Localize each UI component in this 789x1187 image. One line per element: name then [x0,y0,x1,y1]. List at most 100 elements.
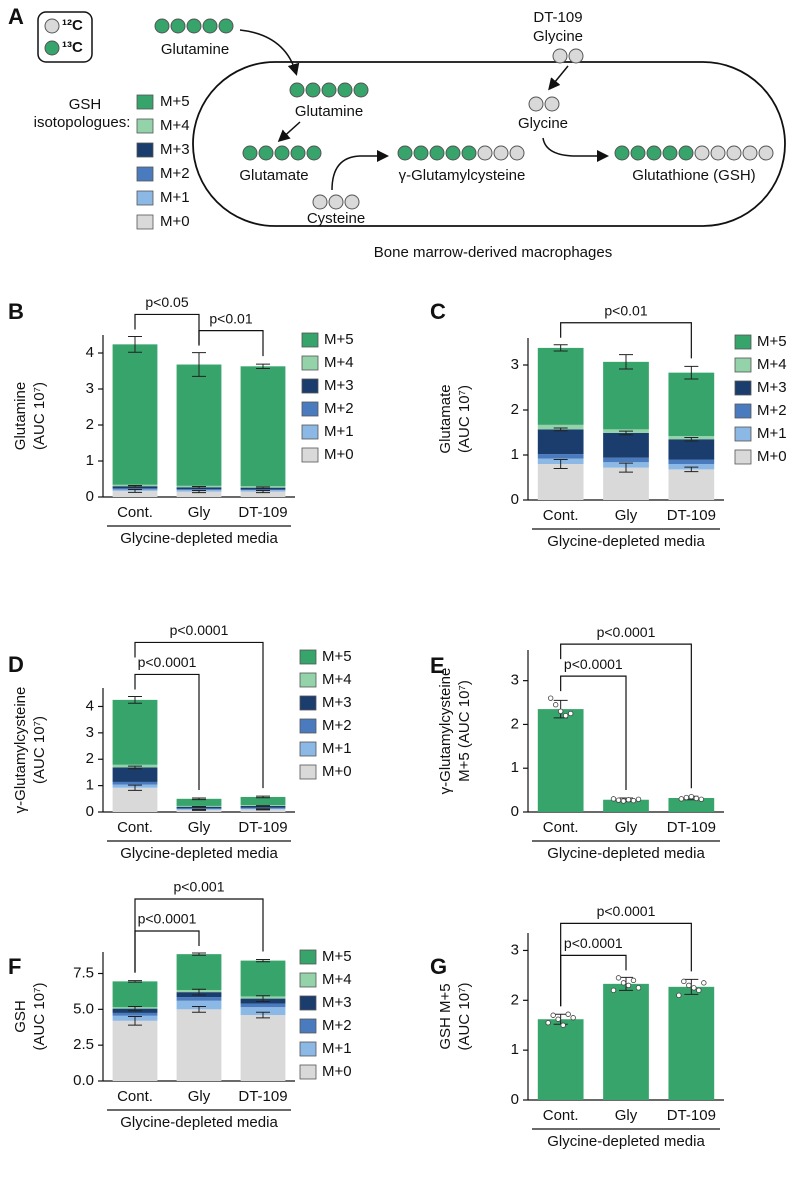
data-point [630,977,637,984]
data-point [547,695,554,701]
y-tick-label: 0 [511,491,519,508]
bar-segment [176,806,222,809]
y-axis-label: γ-Glutamylcysteine [437,668,454,795]
y-axis-label: GSH [12,1000,29,1033]
legend-label: M+2 [757,402,787,419]
x-axis-label: Glycine-depleted media [547,1133,705,1150]
bar-segment [112,488,158,490]
legend-label: M+5 [324,331,354,348]
bar-segment [112,781,158,785]
carbon-legend-label: ¹²C [62,17,83,34]
y-axis-label: (AUC 10⁷) [31,382,48,450]
bar-segment [240,960,286,997]
carbon-legend-label: ¹³C [62,39,83,56]
y-axis-label: (AUC 10⁷) [31,983,48,1051]
data-point [567,710,574,717]
error-bar [256,958,270,963]
data-point [620,798,627,804]
y-axis-label: (AUC 10⁷) [31,716,48,784]
data-point [696,987,702,994]
carbon-atom [186,18,202,34]
x-tick-label: Cont. [117,504,153,521]
bar-segment [176,809,222,812]
data-point [625,797,632,803]
legend-label: M+4 [757,356,787,373]
significance-bracket [134,898,264,973]
legend-swatch [299,995,317,1011]
bar [603,799,649,812]
bar-segment [240,1003,286,1008]
bar-segment [176,798,222,806]
carbon-atom [429,145,445,161]
legend-swatch [734,403,752,419]
data-point [610,796,617,802]
carbon-atom [353,82,369,98]
y-tick-label: 2 [511,401,519,418]
x-tick-label: Gly [188,1088,211,1105]
x-axis-label: Glycine-depleted media [547,845,705,862]
panel-letter: C [430,299,446,324]
error-bar [192,490,206,494]
bar-segment [176,954,222,990]
arrow [239,29,300,76]
error-bar [192,797,206,801]
carbon-atom [258,145,274,161]
bar-segment [668,459,715,464]
significance-label: p<0.0001 [564,935,623,951]
data-point [560,1022,566,1028]
metabolite-label: Glutamine [161,41,229,58]
bar-segment [603,467,649,500]
bar-segment [112,1012,158,1016]
data-point [693,795,700,802]
error-bar [192,486,206,489]
legend-label: M+4 [160,117,190,134]
significance-label: p<0.0001 [138,654,197,670]
bar-segment [112,981,158,1008]
bar-segment [176,491,222,497]
carbon-atom [662,145,678,161]
error-bar [256,363,270,369]
y-tick-label: 2 [511,991,519,1008]
data-point [615,797,622,803]
bar-segment [240,805,286,808]
carbon-atom [630,145,646,161]
data-point [630,797,637,804]
data-point [610,987,617,994]
bar-segment [112,344,158,485]
bar-segment [240,1015,286,1081]
data-point [555,1016,561,1022]
error-bar [256,490,270,494]
carbon-atom [242,145,258,161]
y-tick-label: 4 [86,344,94,361]
error-bar [192,808,206,811]
legend-label: M+5 [757,333,787,350]
data-point [701,980,707,986]
legend-label: M+2 [324,400,354,417]
legend-label: M+1 [324,423,354,440]
data-point [698,796,705,803]
bar-segment [537,454,584,459]
carbon-atom [646,145,662,161]
error-bar [128,784,142,791]
legend-swatch [299,1018,317,1034]
x-tick-label: Gly [188,819,211,836]
x-tick-label: Cont. [543,1107,579,1124]
significance-bracket [134,673,200,791]
legend-swatch [136,214,154,230]
legend-swatch [299,1041,317,1057]
error-bar [192,352,206,377]
data-point [550,1012,556,1018]
bar-segment [112,767,158,782]
error-bar [256,795,270,799]
y-axis-label: γ-Glutamylcysteine [12,687,29,814]
significance-bracket [560,322,692,359]
data-point [565,1011,571,1017]
bar-segment [112,699,158,765]
data-point [676,992,682,999]
metabolite-label: γ-Glutamylcysteine [399,167,526,184]
y-tick-label: 4 [86,697,94,714]
legend-label: M+3 [324,377,354,394]
legend-swatch [299,764,317,780]
y-tick-label: 0 [511,803,519,820]
carbon-atom [397,145,413,161]
